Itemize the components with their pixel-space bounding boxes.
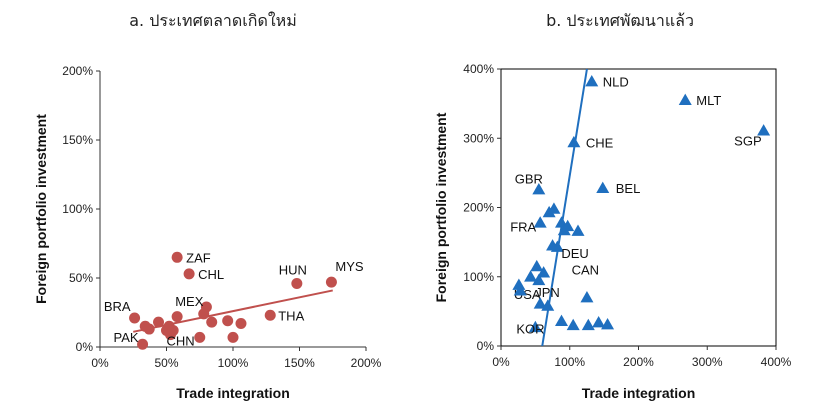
x-axis-label: Trade integration bbox=[582, 385, 696, 401]
data-point bbox=[581, 318, 595, 331]
data-point bbox=[513, 284, 527, 296]
data-point bbox=[533, 297, 547, 309]
x-tick-label: 100% bbox=[218, 356, 249, 370]
data-point bbox=[137, 338, 149, 350]
chart-title: b. ประเทศพัฒนาแล้ว bbox=[546, 11, 694, 30]
data-point bbox=[524, 270, 538, 282]
point-label: CAN bbox=[572, 263, 599, 278]
point-label: MEX bbox=[175, 294, 204, 309]
data-point bbox=[580, 291, 594, 303]
data-point bbox=[183, 268, 195, 280]
data-point bbox=[678, 93, 692, 106]
point-label: KOR bbox=[516, 321, 544, 336]
data-point bbox=[222, 315, 234, 327]
y-tick-label: 200% bbox=[463, 201, 494, 215]
point-label: GBR bbox=[515, 171, 543, 186]
point-label: SGP bbox=[734, 134, 761, 149]
data-point bbox=[532, 273, 546, 286]
data-point bbox=[592, 315, 606, 328]
data-point bbox=[194, 331, 206, 343]
x-tick-label: 0% bbox=[91, 356, 109, 370]
x-tick-label: 300% bbox=[692, 355, 723, 369]
y-axis-label: Foreign portfolio investment bbox=[433, 112, 449, 302]
data-point bbox=[153, 316, 165, 328]
data-point bbox=[171, 251, 183, 263]
data-point bbox=[167, 324, 179, 336]
data-point bbox=[143, 323, 155, 335]
data-point bbox=[532, 182, 546, 195]
point-label: DEU bbox=[561, 246, 588, 261]
y-tick-label: 300% bbox=[463, 131, 494, 145]
data-point bbox=[537, 266, 551, 278]
data-point bbox=[528, 320, 542, 333]
data-point bbox=[264, 309, 276, 321]
data-point bbox=[206, 316, 218, 328]
y-tick-label: 100% bbox=[62, 202, 93, 216]
data-point bbox=[530, 259, 544, 272]
data-point bbox=[757, 124, 771, 136]
point-label: ZAF bbox=[186, 250, 211, 265]
y-tick-label: 200% bbox=[62, 64, 93, 78]
point-label: CHE bbox=[586, 135, 614, 150]
point-label: HUN bbox=[279, 263, 307, 278]
data-point bbox=[555, 314, 568, 326]
data-point bbox=[291, 278, 303, 290]
data-point bbox=[541, 299, 555, 311]
y-tick-label: 100% bbox=[463, 270, 494, 284]
x-tick-label: 0% bbox=[492, 355, 510, 369]
point-label: FRA bbox=[510, 220, 536, 235]
x-tick-label: 100% bbox=[554, 355, 585, 369]
data-point bbox=[546, 239, 560, 251]
data-point bbox=[235, 318, 247, 330]
data-point bbox=[533, 216, 547, 228]
chart-title: a. ประเทศตลาดเกิดใหม่ bbox=[129, 11, 297, 30]
data-point bbox=[227, 331, 239, 343]
data-point bbox=[198, 308, 210, 320]
point-label: CHL bbox=[198, 267, 224, 282]
data-point bbox=[571, 224, 585, 236]
x-tick-label: 200% bbox=[351, 356, 382, 370]
y-tick-label: 150% bbox=[62, 133, 93, 147]
point-label: BRA bbox=[104, 299, 131, 314]
data-point bbox=[567, 135, 581, 148]
data-point bbox=[325, 276, 337, 288]
point-label: NLD bbox=[603, 74, 629, 89]
point-label: MYS bbox=[335, 259, 364, 274]
chart-developed-countries: b. ประเทศพัฒนาแล้ว 0% 100% 200% 300% 400% 0% 10… bbox=[433, 11, 792, 401]
data-point bbox=[585, 74, 599, 87]
data-point bbox=[566, 318, 580, 331]
point-label: PAK bbox=[113, 330, 138, 345]
x-tick-label: 400% bbox=[761, 355, 792, 369]
data-point bbox=[596, 181, 610, 193]
y-tick-label: 0% bbox=[76, 340, 94, 354]
y-tick-label: 400% bbox=[463, 62, 494, 76]
trendline bbox=[541, 68, 588, 347]
point-label: BEL bbox=[616, 181, 641, 196]
chart-emerging-markets: a. ประเทศตลาดเกิดใหม่ 0% 50% 100% 150% 200% 0%… bbox=[33, 11, 382, 401]
y-axis-label: Foreign portfolio investment bbox=[33, 114, 49, 304]
y-tick-label: 50% bbox=[69, 271, 93, 285]
x-tick-label: 150% bbox=[284, 356, 315, 370]
x-tick-label: 200% bbox=[623, 355, 654, 369]
x-tick-label: 50% bbox=[154, 356, 178, 370]
point-label: THA bbox=[278, 308, 304, 323]
point-label: CHN bbox=[166, 334, 194, 349]
data-point bbox=[561, 219, 575, 232]
data-point bbox=[171, 311, 183, 323]
y-tick-label: 0% bbox=[477, 339, 495, 353]
point-label: MLT bbox=[696, 93, 721, 108]
data-point bbox=[129, 312, 141, 324]
point-label: JPN bbox=[535, 285, 560, 300]
data-point bbox=[512, 278, 526, 290]
x-axis-label: Trade integration bbox=[176, 385, 290, 401]
data-point bbox=[547, 202, 561, 214]
data-point bbox=[601, 318, 615, 330]
